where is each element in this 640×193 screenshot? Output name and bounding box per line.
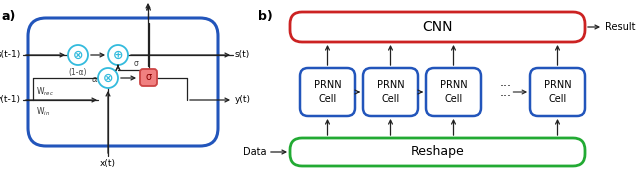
Circle shape (68, 45, 88, 65)
Text: ⊗: ⊗ (103, 71, 113, 85)
FancyBboxPatch shape (28, 18, 218, 146)
Circle shape (108, 45, 128, 65)
FancyBboxPatch shape (290, 12, 585, 42)
FancyBboxPatch shape (530, 68, 585, 116)
FancyBboxPatch shape (426, 68, 481, 116)
FancyBboxPatch shape (140, 69, 157, 86)
Text: PRNN: PRNN (377, 80, 404, 90)
Text: s(t): s(t) (235, 51, 250, 59)
Text: ⊗: ⊗ (73, 48, 83, 62)
Text: Cell: Cell (548, 94, 566, 104)
Text: s(t-1): s(t-1) (0, 51, 21, 59)
FancyBboxPatch shape (300, 68, 355, 116)
Text: ⊕: ⊕ (113, 48, 124, 62)
Text: Cell: Cell (381, 94, 399, 104)
Text: a): a) (2, 10, 17, 23)
Text: Data: Data (243, 147, 266, 157)
FancyBboxPatch shape (363, 68, 418, 116)
Text: PRNN: PRNN (544, 80, 572, 90)
Text: σ: σ (133, 59, 138, 68)
Text: ···: ··· (499, 91, 511, 103)
Text: W$_{in}$: W$_{in}$ (36, 105, 50, 118)
Text: CNN: CNN (422, 20, 452, 34)
Text: x(t): x(t) (100, 159, 116, 168)
Text: Cell: Cell (444, 94, 463, 104)
FancyBboxPatch shape (290, 138, 585, 166)
Text: Cell: Cell (318, 94, 337, 104)
Text: α: α (92, 74, 98, 84)
Text: (1-α): (1-α) (68, 68, 87, 77)
Text: Result: Result (605, 22, 636, 32)
Text: PRNN: PRNN (314, 80, 341, 90)
Text: σ: σ (145, 73, 152, 82)
Text: y(t-1): y(t-1) (0, 96, 21, 104)
Text: y(t): y(t) (235, 96, 251, 104)
Circle shape (98, 68, 118, 88)
Text: b): b) (258, 10, 273, 23)
Text: PRNN: PRNN (440, 80, 467, 90)
Text: ···: ··· (499, 80, 511, 93)
Text: W$_{rec}$: W$_{rec}$ (36, 85, 54, 98)
Text: Reshape: Reshape (411, 146, 465, 158)
